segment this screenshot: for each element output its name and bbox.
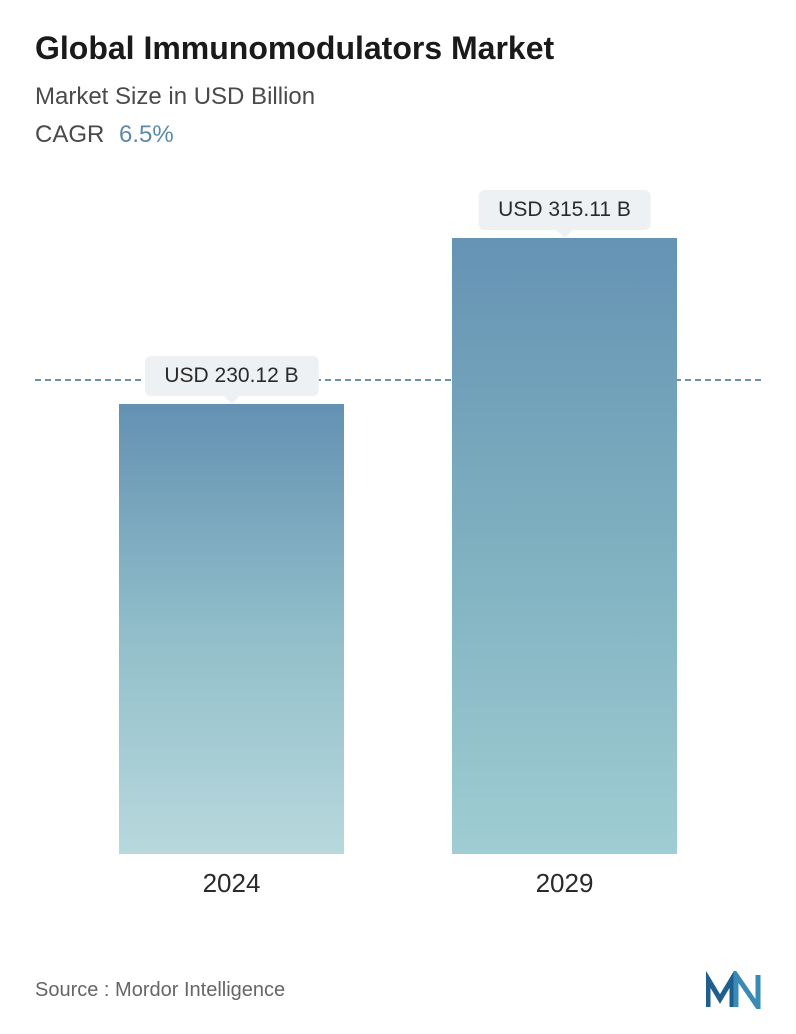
value-label-2024: USD 230.12 B: [144, 356, 318, 396]
source-name: Mordor Intelligence: [115, 979, 285, 1001]
bar-2024: [119, 404, 344, 854]
cagr-label: CAGR: [35, 121, 104, 148]
x-axis-labels: 2024 2029: [35, 868, 761, 899]
x-label-2029: 2029: [452, 868, 677, 899]
bar-group-2029: USD 315.11 B: [452, 238, 677, 854]
chart-subtitle: Market Size in USD Billion: [35, 83, 761, 111]
cagr-row: CAGR 6.5%: [35, 121, 761, 149]
bar-group-2024: USD 230.12 B: [119, 404, 344, 854]
value-label-2029: USD 315.11 B: [478, 190, 651, 230]
source-attribution: Source : Mordor Intelligence: [35, 979, 285, 1002]
chart-container: Global Immunomodulators Market Market Si…: [0, 0, 796, 1034]
footer: Source : Mordor Intelligence: [35, 971, 761, 1009]
cagr-value: 6.5%: [119, 121, 174, 148]
bars-container: USD 230.12 B USD 315.11 B: [35, 214, 761, 854]
source-label: Source :: [35, 979, 109, 1001]
chart-title: Global Immunomodulators Market: [35, 30, 761, 67]
chart-area: USD 230.12 B USD 315.11 B 2024 2029: [35, 189, 761, 909]
bar-2029: [452, 238, 677, 854]
x-label-2024: 2024: [119, 868, 344, 899]
mordor-logo-icon: [706, 971, 761, 1009]
